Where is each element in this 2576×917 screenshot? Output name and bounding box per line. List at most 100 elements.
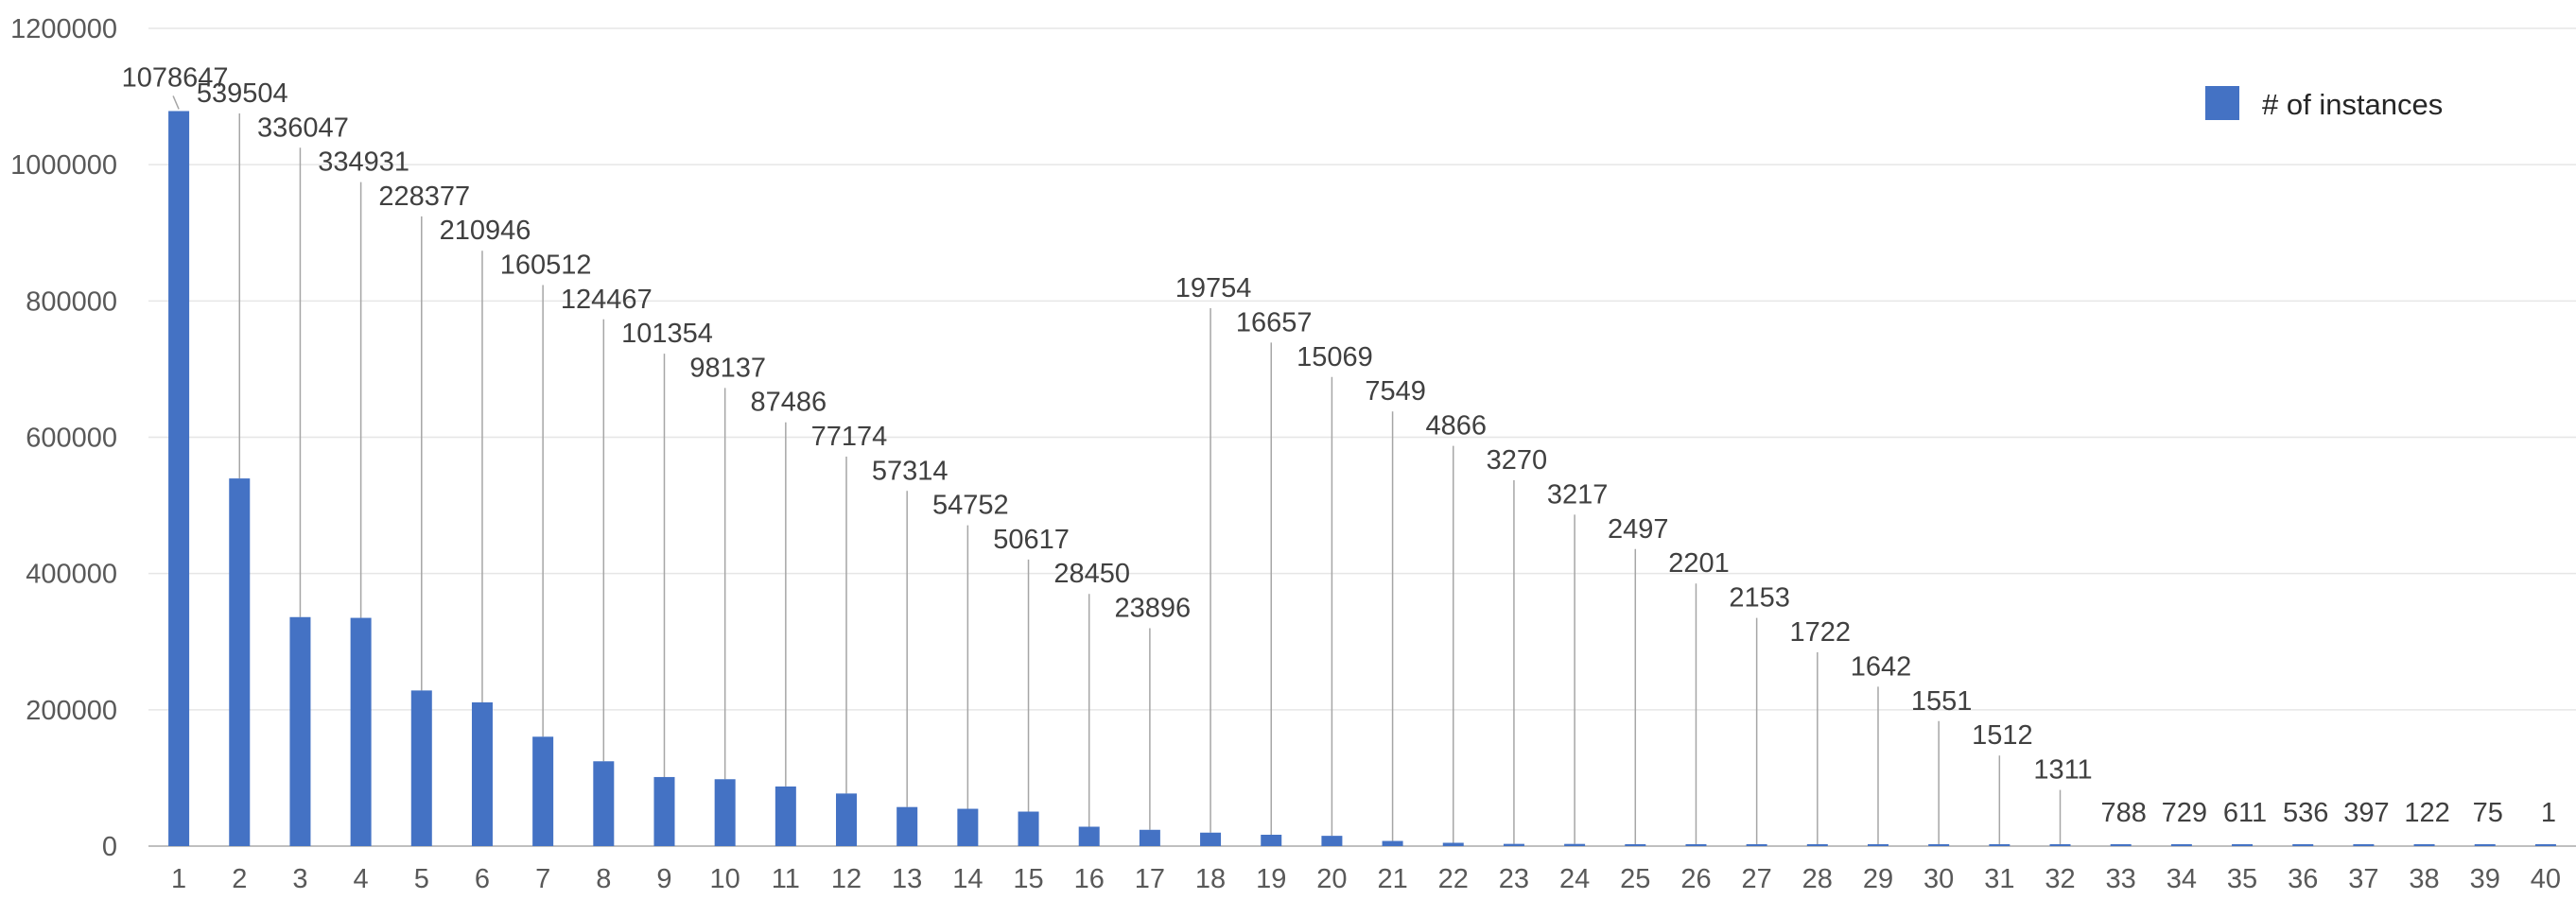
bar	[593, 761, 615, 846]
data-label: 16657	[1236, 307, 1313, 337]
bar	[2353, 844, 2375, 846]
data-label: 98137	[689, 353, 766, 383]
x-tick-label: 5	[414, 864, 429, 894]
x-tick-label: 15	[1013, 864, 1043, 894]
x-tick-label: 34	[2167, 864, 2197, 894]
data-label: 160512	[500, 251, 592, 281]
data-label: 122	[2404, 798, 2449, 828]
data-label: 1642	[1851, 651, 1912, 682]
x-tick-label: 6	[475, 864, 490, 894]
x-tick-label: 26	[1680, 864, 1711, 894]
y-tick-label: 0	[102, 832, 117, 862]
data-label: 1722	[1790, 617, 1852, 648]
bar	[1078, 826, 1100, 846]
bar	[957, 808, 979, 846]
bar	[168, 111, 190, 847]
bar	[775, 786, 796, 846]
y-tick-label: 800000	[26, 286, 117, 317]
data-label: 210946	[440, 216, 531, 246]
data-label: 1311	[2033, 755, 2092, 786]
bar	[2170, 844, 2192, 846]
data-label: 7549	[1365, 376, 1426, 407]
data-label: 75	[2473, 798, 2503, 828]
x-tick-label: 20	[1316, 864, 1347, 894]
data-label: 228377	[378, 182, 470, 212]
bar	[1503, 843, 1524, 846]
leader-line	[172, 95, 180, 110]
x-tick-label: 2	[232, 864, 247, 894]
x-tick-label: 31	[1984, 864, 2014, 894]
data-label: 57314	[872, 456, 949, 486]
data-label: 101354	[621, 319, 713, 349]
data-label: 2201	[1668, 548, 1730, 579]
data-label: 15069	[1297, 342, 1373, 372]
bar	[350, 617, 372, 846]
bar	[1989, 844, 2010, 846]
data-label: 50617	[993, 525, 1070, 555]
bar	[2413, 844, 2435, 846]
bar	[653, 776, 675, 846]
bar	[714, 779, 736, 846]
x-tick-label: 22	[1438, 864, 1469, 894]
x-tick-label: 10	[710, 864, 740, 894]
data-label: 28450	[1053, 559, 1130, 589]
bar	[410, 690, 432, 846]
bar	[1564, 843, 1586, 846]
x-axis-ticks: 1 2 3 4 5 6 7 8 9 10 11 12 13 14 15 16 17 18 19 20 21 22 23 24 2…	[171, 864, 2561, 894]
bar	[1018, 811, 1039, 846]
bar	[1928, 844, 1950, 846]
bar	[1685, 844, 1707, 846]
x-tick-label: 39	[2470, 864, 2500, 894]
legend-label: # of instances	[2262, 88, 2443, 121]
x-tick-label: 7	[535, 864, 550, 894]
x-tick-label: 27	[1742, 864, 1772, 894]
data-label: 336047	[257, 112, 349, 143]
x-tick-label: 37	[2348, 864, 2378, 894]
x-tick-label: 28	[1802, 864, 1833, 894]
x-tick-label: 19	[1256, 864, 1286, 894]
x-tick-label: 3	[292, 864, 307, 894]
data-label: 4866	[1426, 411, 1488, 441]
bar	[2474, 844, 2496, 846]
x-tick-label: 14	[952, 864, 983, 894]
x-tick-label: 18	[1195, 864, 1226, 894]
gridlines	[148, 27, 2576, 847]
leader-lines	[172, 95, 2062, 846]
legend-swatch	[2205, 86, 2239, 120]
x-tick-label: 8	[596, 864, 611, 894]
data-label: 3217	[1547, 479, 1609, 510]
bar	[229, 478, 251, 846]
bar	[2534, 844, 2556, 846]
bar	[1746, 844, 1767, 846]
y-tick-label: 200000	[26, 696, 117, 726]
x-tick-label: 23	[1499, 864, 1529, 894]
bar	[1200, 832, 1222, 846]
x-tick-label: 33	[2106, 864, 2136, 894]
data-label: 87486	[751, 388, 827, 418]
data-label: 23896	[1115, 594, 1192, 624]
data-label: 1078647	[122, 62, 229, 93]
x-tick-label: 12	[831, 864, 862, 894]
y-tick-label: 1200000	[10, 14, 117, 44]
x-tick-label: 9	[656, 864, 671, 894]
bar	[2049, 844, 2071, 846]
data-label: 3270	[1487, 445, 1548, 476]
x-tick-label: 11	[772, 864, 800, 894]
x-tick-label: 13	[892, 864, 922, 894]
data-label: 19754	[1175, 273, 1252, 303]
bar	[1806, 844, 1828, 846]
x-tick-label: 32	[2045, 864, 2075, 894]
x-tick-label: 35	[2227, 864, 2257, 894]
bar	[1139, 829, 1160, 846]
data-label: 334931	[318, 147, 409, 178]
bar	[1261, 834, 1282, 846]
data-label: 124467	[561, 285, 653, 315]
y-tick-label: 600000	[26, 424, 117, 454]
data-label: 54752	[932, 491, 1009, 521]
bar	[1382, 840, 1403, 846]
data-label: 1512	[1972, 720, 2033, 751]
bar	[2292, 844, 2314, 846]
data-label: 2153	[1729, 583, 1790, 614]
bar	[1867, 844, 1888, 846]
